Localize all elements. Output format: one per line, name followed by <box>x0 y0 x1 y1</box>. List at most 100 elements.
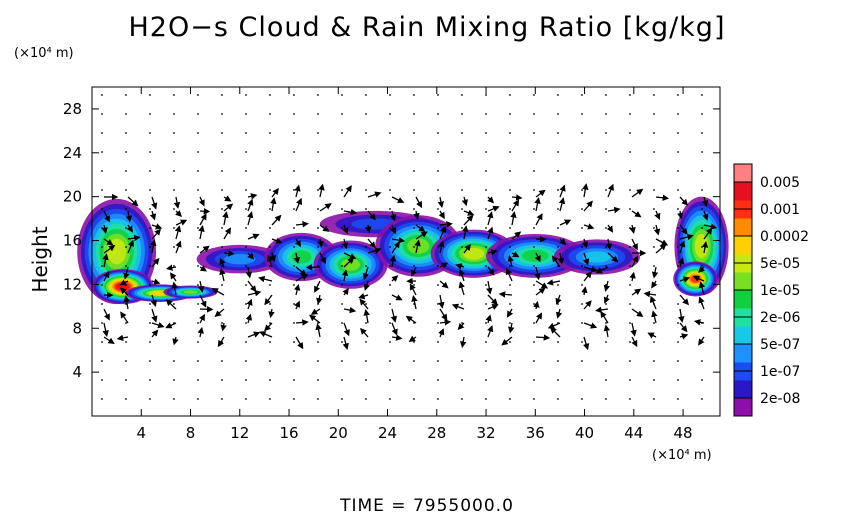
grid-dot <box>557 341 559 343</box>
grid-dot <box>149 94 151 96</box>
grid-dot <box>221 322 223 324</box>
grid-dot <box>101 284 103 286</box>
x-tick-label: 12 <box>230 424 249 442</box>
wind-vector <box>631 210 642 218</box>
wind-vector <box>607 252 619 263</box>
grid-dot <box>605 113 607 115</box>
wind-vector <box>271 237 283 244</box>
grid-dot <box>197 322 199 324</box>
grid-dot <box>485 246 487 248</box>
y-tick-label: 20 <box>63 188 82 206</box>
wind-vector <box>487 266 495 276</box>
wind-vector <box>150 239 157 254</box>
colorbar-swatch <box>734 218 752 237</box>
wind-vector <box>411 266 417 277</box>
wind-vector <box>247 198 254 212</box>
grid-dot <box>557 398 559 400</box>
grid-dot <box>653 341 655 343</box>
wind-vector <box>702 210 709 221</box>
wind-vector <box>461 196 468 207</box>
grid-dot <box>605 189 607 191</box>
wind-vector <box>508 322 515 334</box>
time-label: TIME = 7955000.0 <box>340 496 514 516</box>
colorbar-label: 1e-07 <box>760 364 800 380</box>
grid-dot <box>557 227 559 229</box>
grid-dot <box>197 246 199 248</box>
wind-vector <box>546 279 561 286</box>
wind-vector <box>295 266 307 276</box>
wind-vector <box>559 219 572 226</box>
grid-dot <box>101 170 103 172</box>
wind-vector <box>698 296 705 310</box>
wind-vector <box>151 308 158 323</box>
wind-vector <box>151 228 161 240</box>
wind-vector <box>487 303 499 310</box>
grid-dot <box>461 246 463 248</box>
wind-vector <box>343 208 358 216</box>
wind-vector <box>703 227 713 240</box>
grid-dot <box>701 265 703 267</box>
grid-dot <box>365 398 367 400</box>
colorbar-label: 5e-05 <box>760 256 800 272</box>
grid-dot <box>341 132 343 134</box>
grid-dot <box>317 379 319 381</box>
wind-vector <box>295 221 309 228</box>
grid-dot <box>437 284 439 286</box>
grid-dots-layer <box>101 94 703 400</box>
grid-dot <box>365 360 367 362</box>
grid-dot <box>149 322 151 324</box>
cloud-region <box>183 290 198 294</box>
grid-dot <box>341 265 343 267</box>
wind-vector <box>535 213 543 226</box>
grid-dot <box>173 227 175 229</box>
grid-dot <box>197 227 199 229</box>
wind-vector <box>498 291 513 298</box>
wind-vector <box>651 280 658 289</box>
grid-dot <box>389 113 391 115</box>
grid-dot <box>677 303 679 305</box>
grid-dot <box>413 284 415 286</box>
wind-vector <box>271 188 279 198</box>
grid-dot <box>245 208 247 210</box>
grid-dot <box>485 303 487 305</box>
wind-vector <box>316 294 323 305</box>
grid-dot <box>269 360 271 362</box>
plot-frame <box>91 86 721 417</box>
grid-dot <box>389 379 391 381</box>
wind-vector <box>103 238 114 246</box>
wind-vector <box>217 336 225 348</box>
wind-vector <box>459 336 467 349</box>
grid-dot <box>149 379 151 381</box>
cloud-region <box>291 250 312 264</box>
grid-dot <box>221 208 223 210</box>
grid-dot <box>149 113 151 115</box>
grid-dot <box>509 265 511 267</box>
wind-vector <box>487 249 498 256</box>
wind-vector <box>319 203 332 212</box>
wind-vector <box>411 295 418 310</box>
wind-vector <box>294 300 301 310</box>
grid-dot <box>581 189 583 191</box>
grid-dot <box>341 341 343 343</box>
y-tick-label: 12 <box>63 275 82 293</box>
wind-vector <box>455 263 465 270</box>
grid-dot <box>461 208 463 210</box>
grid-dot <box>485 151 487 153</box>
grid-dot <box>125 94 127 96</box>
wind-vector <box>103 308 110 321</box>
wind-vector <box>341 269 349 282</box>
grid-dot <box>605 132 607 134</box>
wind-vector <box>175 219 188 226</box>
wind-vector <box>293 283 301 296</box>
y-tick-label: 28 <box>63 100 82 118</box>
grid-dot <box>341 246 343 248</box>
wind-vector <box>166 264 177 271</box>
grid-dot <box>293 398 295 400</box>
wind-vector <box>534 266 541 281</box>
grid-dot <box>413 227 415 229</box>
grid-dot <box>629 322 631 324</box>
grid-dot <box>125 379 127 381</box>
grid-dot <box>413 398 415 400</box>
wind-vector <box>651 310 658 324</box>
wind-vector <box>698 336 705 346</box>
